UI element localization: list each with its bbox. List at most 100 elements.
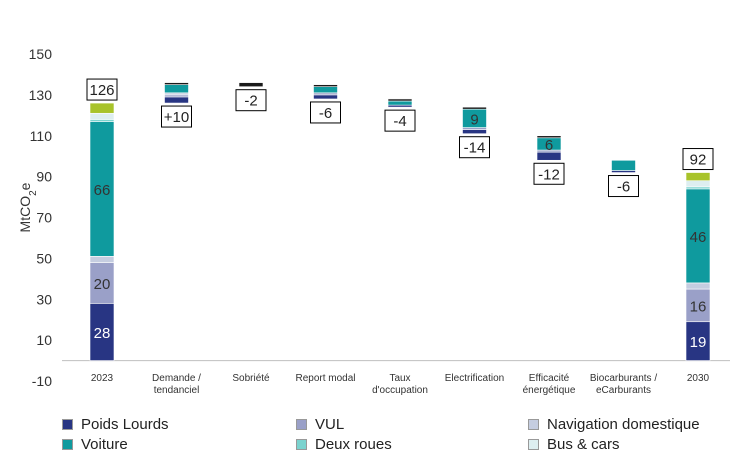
x-tick-label: Report modal bbox=[295, 373, 355, 384]
x-tick-label: Sobriété bbox=[232, 373, 270, 384]
bar-segment bbox=[313, 86, 338, 94]
x-tick-label: Biocarburants / eCarburants bbox=[590, 373, 657, 396]
bar-segment bbox=[164, 84, 189, 94]
legend-swatch bbox=[62, 439, 73, 450]
bar-segment bbox=[387, 100, 413, 106]
segment-value-label: 6 bbox=[545, 137, 553, 154]
segment-value-label: 9 bbox=[470, 111, 478, 128]
bar-segment bbox=[89, 119, 115, 122]
y-tick-label: 90 bbox=[36, 169, 52, 185]
bar-segment bbox=[387, 98, 413, 102]
legend-item: Navigation domestique bbox=[528, 416, 700, 433]
bar-segment bbox=[89, 262, 115, 304]
bar-segment bbox=[462, 129, 487, 135]
y-tick-label: 30 bbox=[36, 291, 52, 307]
total-value-label: -14 bbox=[464, 140, 486, 157]
bar-segment bbox=[536, 135, 562, 139]
bar-segment bbox=[685, 186, 711, 190]
bar-segment bbox=[164, 82, 189, 85]
y-axis-title: MtCO2e bbox=[17, 182, 39, 232]
x-tick-label: 2023 bbox=[91, 373, 114, 384]
bar-segment bbox=[685, 188, 711, 284]
bar-segment bbox=[89, 102, 115, 114]
legend-swatch bbox=[62, 419, 73, 430]
bar-segment bbox=[685, 172, 711, 182]
x-tick-label: Taux d'occupation bbox=[372, 373, 428, 396]
legend-swatch bbox=[296, 439, 307, 450]
bar-segment bbox=[164, 94, 189, 98]
total-value-label: -4 bbox=[393, 113, 406, 130]
segment-value-label: 66 bbox=[94, 182, 111, 199]
x-tick-label: Demande / tendanciel bbox=[152, 373, 201, 396]
legend-item: Voiture bbox=[62, 436, 128, 453]
legend-label: Poids Lourds bbox=[81, 416, 169, 433]
x-tick-label: Efficacité énergétique bbox=[523, 373, 576, 396]
legend-swatch bbox=[296, 419, 307, 430]
total-box bbox=[608, 175, 639, 198]
bar-segment bbox=[89, 121, 115, 257]
legend-label: Voiture bbox=[81, 436, 128, 453]
bar-segment bbox=[462, 106, 487, 110]
y-tick-label: 130 bbox=[29, 87, 53, 103]
bar-segment bbox=[313, 94, 338, 100]
legend-swatch bbox=[528, 439, 539, 450]
waterfall-chart: MtCO2e -10 10 30 50 70 90 110 130 150 2023 Demande… bbox=[17, 46, 730, 396]
x-tick-label: Electrification bbox=[445, 373, 504, 384]
total-value-label: 92 bbox=[690, 152, 707, 169]
total-value-label: -6 bbox=[617, 179, 630, 196]
legend-label: VUL bbox=[315, 416, 345, 433]
data-labels: 28 20 66 126 +10 -2 -6 -4 9 -14 6 -12 -6 19 16 46 92 bbox=[86, 78, 714, 351]
y-tick-label: 70 bbox=[36, 210, 52, 226]
total-box bbox=[384, 109, 416, 132]
total-value-label: +10 bbox=[164, 109, 189, 126]
legend-label: Bus & cars bbox=[547, 436, 620, 453]
y-tick-label: -10 bbox=[32, 373, 52, 389]
total-value-label: -2 bbox=[244, 93, 257, 110]
bar-segment bbox=[685, 288, 711, 323]
bar-segment bbox=[164, 92, 189, 96]
total-box bbox=[533, 162, 565, 185]
legend-item: Deux roues bbox=[296, 436, 392, 453]
y-tick-label: 10 bbox=[36, 332, 52, 348]
total-value-label: -12 bbox=[538, 166, 560, 183]
legend-label: Deux roues bbox=[315, 436, 392, 453]
bar-segment bbox=[313, 92, 338, 96]
segment-value-label: 46 bbox=[690, 229, 707, 246]
total-box bbox=[86, 78, 118, 101]
bar-segment bbox=[238, 82, 264, 88]
bar-segment bbox=[685, 321, 711, 361]
segment-value-label: 16 bbox=[690, 298, 707, 315]
total-box bbox=[235, 89, 267, 112]
segment-value-label: 28 bbox=[94, 325, 111, 342]
bar-segment bbox=[685, 180, 711, 188]
legend-label: Navigation domestique bbox=[547, 416, 700, 433]
segment-value-label: 19 bbox=[690, 334, 707, 351]
bar-segment bbox=[611, 159, 636, 171]
y-tick-label: 50 bbox=[36, 250, 52, 266]
bar-segment bbox=[164, 96, 189, 104]
legend-swatch bbox=[528, 419, 539, 430]
y-axis: MtCO2e -10 10 30 50 70 90 110 130 150 bbox=[17, 46, 52, 389]
bar-segment bbox=[313, 84, 338, 87]
bar-segment bbox=[89, 256, 115, 263]
bar-segment bbox=[89, 112, 115, 120]
legend-item: Bus & cars bbox=[528, 436, 620, 453]
x-tick-label: 2030 bbox=[687, 373, 710, 384]
bars bbox=[89, 82, 711, 361]
legend-item: Poids Lourds bbox=[62, 416, 169, 433]
bar-segment bbox=[611, 170, 636, 173]
total-value-label: -6 bbox=[319, 105, 332, 122]
total-box bbox=[682, 148, 714, 171]
legend-item: VUL bbox=[296, 416, 344, 433]
bar-segment bbox=[685, 282, 711, 290]
y-tick-label: 150 bbox=[29, 46, 53, 62]
bar-segment bbox=[89, 303, 115, 361]
y-tick-label: 110 bbox=[30, 128, 53, 144]
x-axis: 2023 Demande / tendanciel Sobriété Report mo… bbox=[62, 360, 730, 396]
bar-segment bbox=[387, 104, 413, 108]
total-value-label: 126 bbox=[89, 82, 114, 99]
segment-value-label: 20 bbox=[94, 276, 111, 293]
total-box bbox=[310, 101, 341, 124]
total-box bbox=[459, 136, 490, 159]
total-box bbox=[161, 105, 192, 128]
